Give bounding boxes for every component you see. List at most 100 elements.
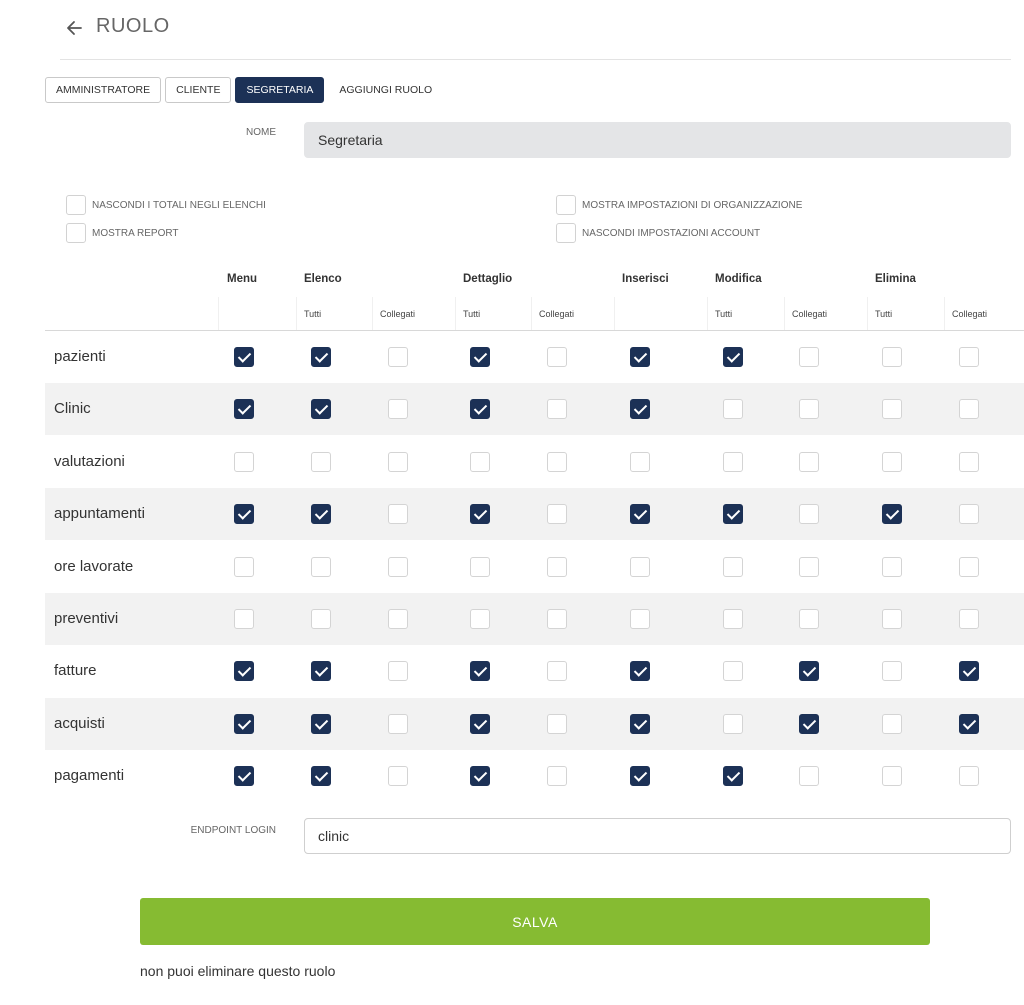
- checkbox-menu[interactable]: [234, 713, 254, 734]
- checkbox-inserisci[interactable]: [630, 766, 650, 787]
- checkbox-menu[interactable]: [234, 556, 254, 577]
- checkbox-menu[interactable]: [234, 504, 254, 525]
- checkbox-dettaglio-collegati[interactable]: [547, 661, 567, 682]
- checkbox-elimina-tutti[interactable]: [882, 766, 902, 787]
- tab-segretaria[interactable]: SEGRETARIA: [235, 77, 325, 103]
- checkbox-dettaglio-tutti[interactable]: [470, 451, 490, 472]
- checkbox-modifica-collegati[interactable]: [799, 766, 819, 787]
- checkbox-elimina-collegati[interactable]: [959, 451, 979, 472]
- checkbox-elimina-collegati[interactable]: [959, 713, 979, 734]
- checkbox-elenco-collegati[interactable]: [388, 504, 408, 525]
- checkbox-inserisci[interactable]: [630, 504, 650, 525]
- checkbox-elenco-collegati[interactable]: [388, 661, 408, 682]
- checkbox-modifica-tutti[interactable]: [723, 556, 743, 577]
- checkbox-elimina-tutti[interactable]: [882, 661, 902, 682]
- checkbox-modifica-tutti[interactable]: [723, 504, 743, 525]
- checkbox[interactable]: [556, 223, 576, 243]
- checkbox-elimina-tutti[interactable]: [882, 713, 902, 734]
- option-hide-totals[interactable]: NASCONDI I TOTALI NEGLI ELENCHI: [66, 195, 266, 215]
- checkbox-dettaglio-collegati[interactable]: [547, 399, 567, 420]
- checkbox-dettaglio-collegati[interactable]: [547, 451, 567, 472]
- checkbox-elimina-tutti[interactable]: [882, 609, 902, 629]
- checkbox-modifica-collegati[interactable]: [799, 504, 819, 525]
- checkbox-modifica-collegati[interactable]: [799, 609, 819, 629]
- checkbox-elimina-collegati[interactable]: [959, 609, 979, 629]
- checkbox-inserisci[interactable]: [630, 347, 650, 367]
- checkbox-dettaglio-collegati[interactable]: [547, 766, 567, 787]
- checkbox-modifica-collegati[interactable]: [799, 556, 819, 577]
- checkbox-elenco-collegati[interactable]: [388, 451, 408, 472]
- checkbox-dettaglio-collegati[interactable]: [547, 347, 567, 367]
- name-input[interactable]: [304, 122, 1011, 158]
- checkbox-elimina-tutti[interactable]: [882, 504, 902, 525]
- checkbox-elenco-tutti[interactable]: [311, 451, 331, 472]
- checkbox-elenco-collegati[interactable]: [388, 713, 408, 734]
- checkbox-menu[interactable]: [234, 347, 254, 367]
- checkbox-dettaglio-tutti[interactable]: [470, 556, 490, 577]
- tab-aggiungi-ruolo[interactable]: AGGIUNGI RUOLO: [339, 84, 433, 96]
- checkbox-elimina-tutti[interactable]: [882, 399, 902, 420]
- checkbox-elenco-tutti[interactable]: [311, 347, 331, 367]
- option-show-org-settings[interactable]: MOSTRA IMPOSTAZIONI DI ORGANIZZAZIONE: [556, 195, 802, 215]
- checkbox-elenco-tutti[interactable]: [311, 399, 331, 420]
- checkbox-inserisci[interactable]: [630, 399, 650, 420]
- checkbox-menu[interactable]: [234, 451, 254, 472]
- checkbox-elenco-tutti[interactable]: [311, 766, 331, 787]
- checkbox-modifica-tutti[interactable]: [723, 766, 743, 787]
- checkbox-elenco-tutti[interactable]: [311, 661, 331, 682]
- checkbox-elimina-collegati[interactable]: [959, 504, 979, 525]
- checkbox-inserisci[interactable]: [630, 713, 650, 734]
- checkbox-modifica-collegati[interactable]: [799, 713, 819, 734]
- checkbox-elenco-collegati[interactable]: [388, 399, 408, 420]
- checkbox-menu[interactable]: [234, 609, 254, 629]
- checkbox-modifica-tutti[interactable]: [723, 713, 743, 734]
- checkbox-modifica-tutti[interactable]: [723, 661, 743, 682]
- checkbox-dettaglio-collegati[interactable]: [547, 556, 567, 577]
- tab-cliente[interactable]: CLIENTE: [165, 77, 232, 103]
- checkbox-dettaglio-tutti[interactable]: [470, 504, 490, 525]
- option-hide-account-settings[interactable]: NASCONDI IMPOSTAZIONI ACCOUNT: [556, 223, 760, 243]
- checkbox-elenco-collegati[interactable]: [388, 556, 408, 577]
- endpoint-input[interactable]: [304, 818, 1011, 854]
- checkbox-modifica-collegati[interactable]: [799, 347, 819, 367]
- checkbox-elimina-collegati[interactable]: [959, 347, 979, 367]
- checkbox-dettaglio-collegati[interactable]: [547, 609, 567, 629]
- checkbox-modifica-tutti[interactable]: [723, 399, 743, 420]
- checkbox-dettaglio-collegati[interactable]: [547, 713, 567, 734]
- checkbox-modifica-collegati[interactable]: [799, 399, 819, 420]
- checkbox[interactable]: [556, 195, 576, 215]
- save-button[interactable]: SALVA: [140, 898, 930, 945]
- checkbox-elimina-collegati[interactable]: [959, 766, 979, 787]
- checkbox-dettaglio-tutti[interactable]: [470, 399, 490, 420]
- checkbox-dettaglio-tutti[interactable]: [470, 347, 490, 367]
- checkbox-elenco-collegati[interactable]: [388, 609, 408, 629]
- checkbox-elimina-collegati[interactable]: [959, 661, 979, 682]
- checkbox-menu[interactable]: [234, 399, 254, 420]
- tab-amministratore[interactable]: AMMINISTRATORE: [45, 77, 162, 103]
- checkbox-modifica-tutti[interactable]: [723, 451, 743, 472]
- option-show-report[interactable]: MOSTRA REPORT: [66, 223, 179, 243]
- checkbox[interactable]: [66, 195, 86, 215]
- checkbox-elenco-tutti[interactable]: [311, 556, 331, 577]
- checkbox-inserisci[interactable]: [630, 451, 650, 472]
- checkbox-elenco-tutti[interactable]: [311, 713, 331, 734]
- checkbox-menu[interactable]: [234, 766, 254, 787]
- checkbox-elimina-collegati[interactable]: [959, 399, 979, 420]
- checkbox-modifica-collegati[interactable]: [799, 661, 819, 682]
- checkbox-inserisci[interactable]: [630, 609, 650, 629]
- checkbox-modifica-tutti[interactable]: [723, 609, 743, 629]
- checkbox-elimina-collegati[interactable]: [959, 556, 979, 577]
- arrow-left-icon[interactable]: [64, 18, 84, 38]
- checkbox-elimina-tutti[interactable]: [882, 451, 902, 472]
- checkbox-dettaglio-tutti[interactable]: [470, 713, 490, 734]
- checkbox-inserisci[interactable]: [630, 661, 650, 682]
- checkbox-elimina-tutti[interactable]: [882, 556, 902, 577]
- checkbox-dettaglio-tutti[interactable]: [470, 661, 490, 682]
- checkbox-dettaglio-tutti[interactable]: [470, 609, 490, 629]
- checkbox-menu[interactable]: [234, 661, 254, 682]
- checkbox-elenco-collegati[interactable]: [388, 766, 408, 787]
- checkbox-inserisci[interactable]: [630, 556, 650, 577]
- checkbox[interactable]: [66, 223, 86, 243]
- checkbox-modifica-collegati[interactable]: [799, 451, 819, 472]
- checkbox-elenco-tutti[interactable]: [311, 609, 331, 629]
